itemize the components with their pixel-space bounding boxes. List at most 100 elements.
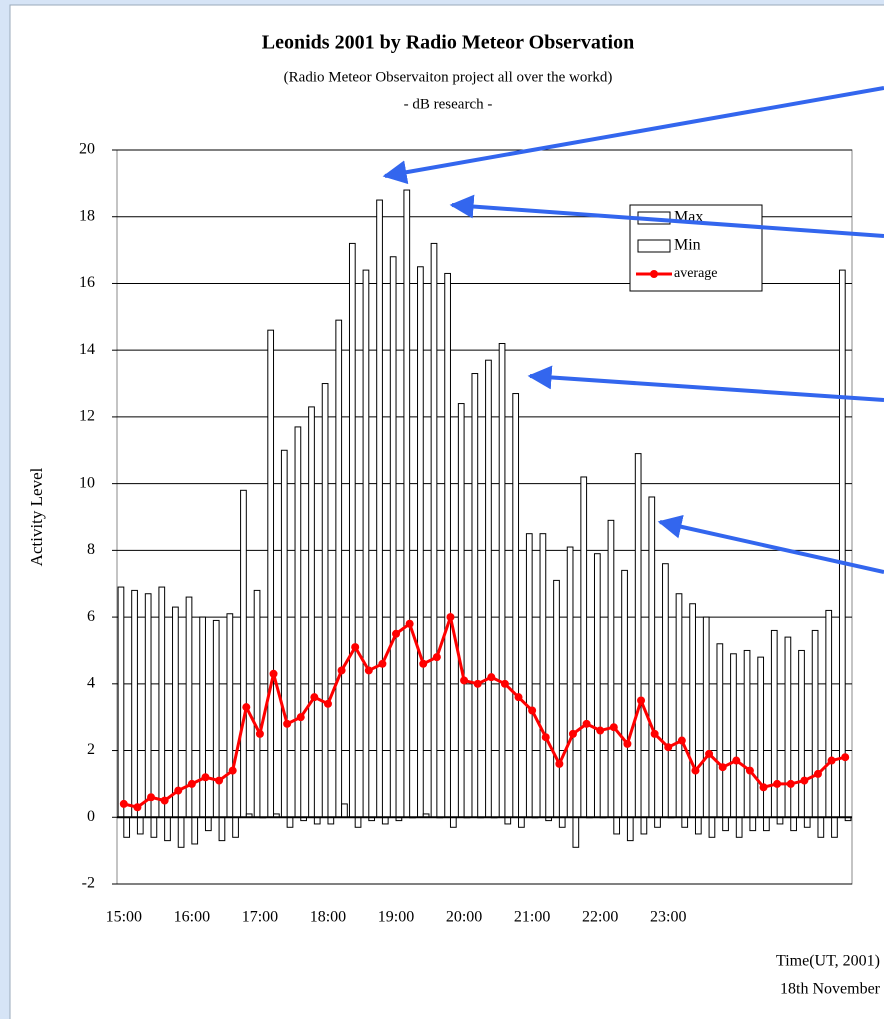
bar <box>191 816 199 845</box>
bar <box>553 579 560 818</box>
bar <box>172 606 179 818</box>
bar <box>313 816 321 825</box>
average-point <box>841 753 850 762</box>
x-tick-label: 15:00 <box>106 909 142 926</box>
average-point <box>364 666 373 675</box>
average-point <box>718 763 727 772</box>
y-tick-label: 16 <box>79 274 95 291</box>
subtitle: - dB research - <box>404 96 493 112</box>
bar <box>572 816 580 848</box>
arrows <box>382 86 884 574</box>
bar <box>512 393 520 818</box>
bar <box>831 816 838 838</box>
average-point <box>147 793 156 802</box>
average-point <box>528 706 537 715</box>
bar <box>716 643 724 818</box>
bar <box>784 636 792 818</box>
bar <box>280 449 288 818</box>
bar <box>770 629 778 818</box>
bar <box>702 616 710 818</box>
average-point <box>786 779 795 788</box>
x-tick-label: 17:00 <box>242 909 278 926</box>
x-tick-label: 19:00 <box>378 909 414 926</box>
average-point <box>119 799 128 808</box>
y-tick-label: 20 <box>79 141 95 158</box>
bar <box>749 816 757 832</box>
y-tick-label: 6 <box>87 608 95 625</box>
average-point <box>677 736 686 745</box>
bar <box>654 816 661 828</box>
bar <box>286 816 294 828</box>
average-point <box>269 669 278 678</box>
bar <box>504 816 512 825</box>
average-point <box>296 713 305 722</box>
legend-label: Min <box>674 237 701 254</box>
bar <box>117 586 125 818</box>
bar <box>226 613 234 818</box>
arrow <box>382 86 884 185</box>
bar <box>253 589 261 818</box>
average-point <box>323 699 332 708</box>
average-point <box>473 679 482 688</box>
average-point <box>215 776 224 785</box>
bar <box>218 816 226 842</box>
bar <box>640 816 648 835</box>
y-tick-label: -2 <box>82 875 95 892</box>
plot: -2 0 2 4 6 8 10 12 14 16 18 20 15:00 16:00 17:00 18:00 1… <box>79 141 852 926</box>
bar <box>158 586 166 818</box>
average-point <box>623 739 632 748</box>
bar <box>648 496 656 818</box>
bar <box>267 329 275 818</box>
bar <box>123 816 131 838</box>
bar <box>444 272 451 818</box>
arrow <box>657 514 884 574</box>
x-axis-label: 18th November <box>780 981 881 998</box>
average-point <box>568 729 577 738</box>
bar <box>389 256 397 818</box>
y-tick-label: 14 <box>79 341 95 358</box>
bar <box>613 816 621 835</box>
bar <box>348 242 356 818</box>
y-tick-label: 18 <box>79 207 95 224</box>
bar <box>817 816 825 838</box>
average-point <box>705 749 714 758</box>
average-point <box>255 729 264 738</box>
average-point <box>228 766 237 775</box>
legend-label: average <box>674 266 718 281</box>
average-point <box>392 629 401 638</box>
bar <box>566 546 574 818</box>
bar <box>335 319 343 818</box>
y-tick-label: 2 <box>87 741 95 758</box>
bar <box>662 563 669 818</box>
bar <box>607 519 615 818</box>
bar <box>417 266 424 818</box>
y-tick-label: 4 <box>87 674 95 691</box>
average-point <box>827 756 836 765</box>
x-tick-label: 23:00 <box>650 909 686 926</box>
average-point <box>187 779 196 788</box>
average-point <box>514 693 523 702</box>
subtitle: (Radio Meteor Observaiton project all ov… <box>284 69 613 85</box>
average-point <box>691 766 700 775</box>
bar <box>240 489 247 818</box>
average-point <box>800 776 809 785</box>
average-point <box>500 679 509 688</box>
y-tick-label: 10 <box>79 474 95 491</box>
bar <box>525 533 533 818</box>
bar <box>471 373 479 818</box>
bar <box>362 269 370 818</box>
average-point <box>773 779 782 788</box>
bar <box>308 406 315 818</box>
y-tick-label: 12 <box>79 408 95 425</box>
bar <box>838 269 846 818</box>
bar <box>580 476 588 818</box>
average-point <box>460 676 469 685</box>
average-point <box>664 743 673 752</box>
arrow <box>527 365 884 402</box>
bar <box>457 403 465 818</box>
bar <box>150 816 158 838</box>
bar <box>708 816 716 838</box>
average-point <box>283 719 292 728</box>
average-point <box>596 726 605 735</box>
x-tick-label: 21:00 <box>514 909 550 926</box>
